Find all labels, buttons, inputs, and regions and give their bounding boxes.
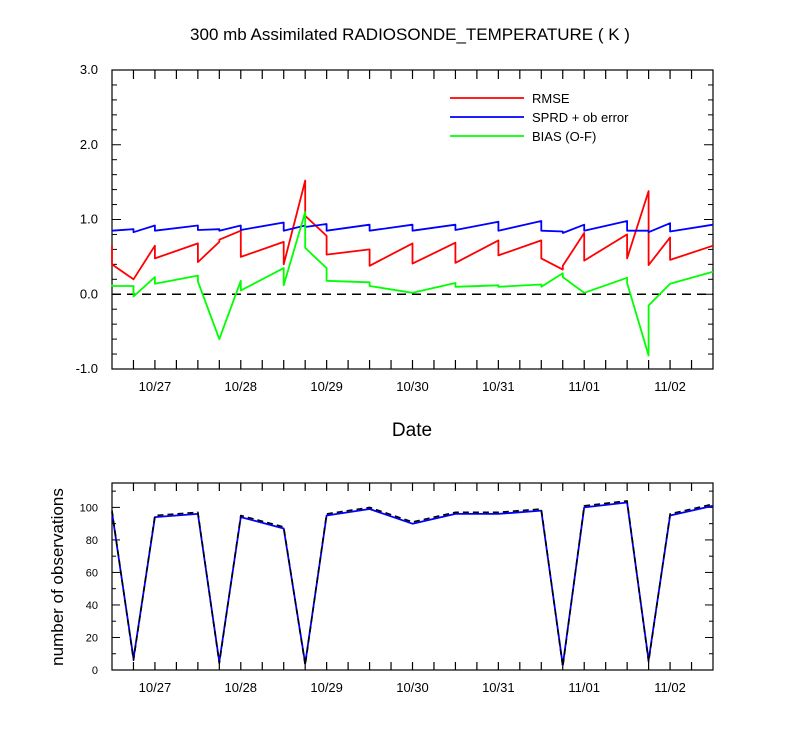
series-line-bias-o-f [111, 211, 714, 357]
plot-frame [111, 482, 714, 671]
y-tick-label: 0 [92, 665, 98, 677]
plot-panel-2: 10/27 10/28 10/29 10/30 10/31 11/01 11/02 0 20 40… [80, 482, 714, 695]
y-tick-label: -1.0 [76, 361, 98, 376]
x-tick-label: 10/31 [482, 680, 515, 695]
series-line-dashed [111, 500, 714, 668]
x-tick-label: 11/01 [568, 680, 600, 695]
y-tick-label: 2.0 [80, 137, 98, 152]
legend: RMSE SPRD + ob error BIAS (O-F) [450, 91, 629, 144]
legend-label: SPRD + ob error [532, 110, 629, 125]
legend-label: BIAS (O-F) [532, 129, 596, 144]
y-tick-label: 1.0 [80, 212, 98, 227]
y-tick-label: 3.0 [80, 62, 98, 77]
y-tick-label: 20 [86, 632, 98, 644]
x-tick-label: 10/29 [310, 379, 343, 394]
x-tick-label: 11/02 [654, 680, 686, 695]
x-tick-label: 10/30 [396, 379, 429, 394]
y-axis-label-observations: number of observations [48, 488, 67, 666]
x-tick-label: 10/27 [139, 680, 172, 695]
x-tick-label: 10/31 [482, 379, 515, 394]
x-tick-label: 10/30 [396, 680, 429, 695]
x-tick-label: 11/02 [654, 379, 686, 394]
x-tick-label: 11/01 [568, 379, 600, 394]
y-tick-label: 60 [86, 567, 98, 579]
x-tick-label: 10/28 [225, 680, 258, 695]
y-tick-label: 100 [80, 502, 98, 514]
legend-label: RMSE [532, 91, 570, 106]
series-line-solid [111, 501, 714, 666]
x-tick-label: 10/28 [225, 379, 258, 394]
y-tick-label: 80 [86, 535, 98, 547]
x-tick-label: 10/29 [310, 680, 343, 695]
series-line-rmse [111, 179, 714, 281]
x-axis-label: Date [392, 420, 432, 441]
plot-panel-1: 10/27 10/28 10/29 10/30 10/31 11/01 11/02 -1.0 0… [76, 62, 714, 394]
y-tick-label: 40 [86, 600, 98, 612]
chart-title: 300 mb Assimilated RADIOSONDE_TEMPERATUR… [190, 25, 630, 44]
y-tick-label: 0.0 [80, 286, 98, 301]
x-tick-label: 10/27 [139, 379, 172, 394]
series-line-sprd-ob-error [111, 220, 714, 234]
